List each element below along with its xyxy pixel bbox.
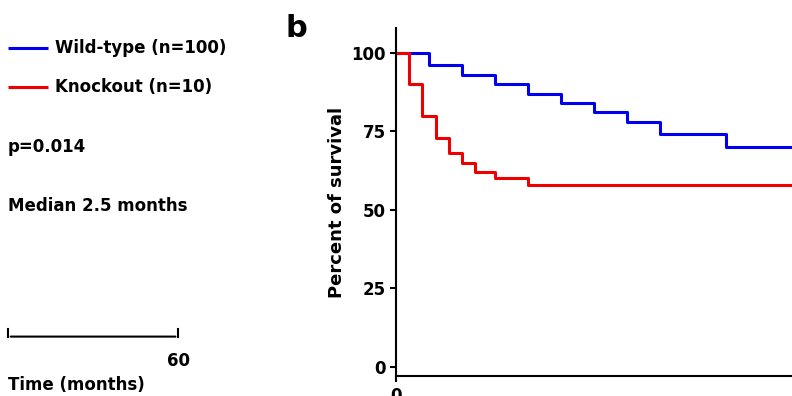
- Text: p=0.014: p=0.014: [8, 137, 86, 156]
- Text: b: b: [285, 14, 307, 43]
- Text: Knockout (n=10): Knockout (n=10): [55, 78, 212, 96]
- Text: 60: 60: [166, 352, 190, 370]
- Text: Time (months): Time (months): [8, 376, 145, 394]
- Text: Wild-type (n=100): Wild-type (n=100): [55, 38, 227, 57]
- Text: Median 2.5 months: Median 2.5 months: [8, 197, 188, 215]
- Y-axis label: Percent of survival: Percent of survival: [328, 107, 345, 297]
